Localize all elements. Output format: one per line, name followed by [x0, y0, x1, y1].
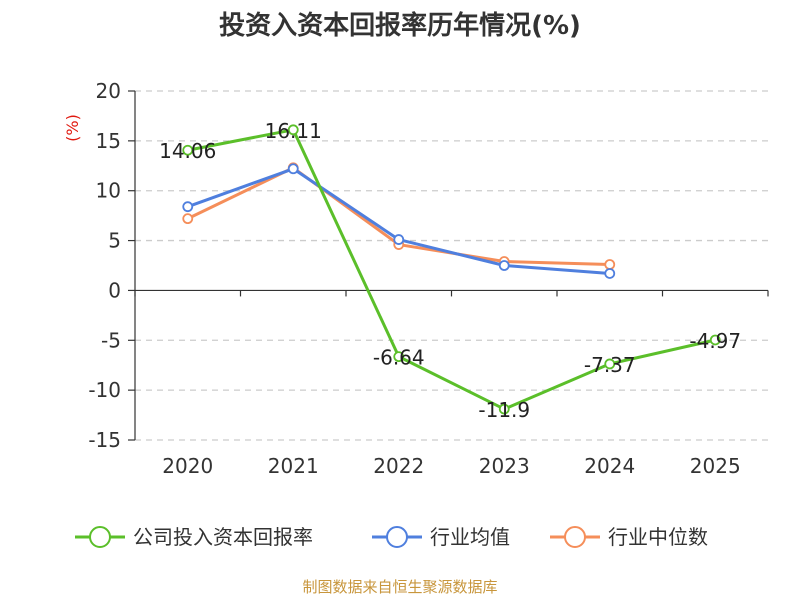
source-note: 制图数据来自恒生聚源数据库	[302, 578, 497, 596]
data-point	[604, 358, 616, 370]
data-point	[287, 124, 299, 136]
series-line-2	[187, 166, 610, 267]
y-tick-label: -10	[88, 378, 121, 402]
x-tick-label: 2024	[584, 454, 635, 478]
data-point	[604, 268, 616, 279]
data-point	[182, 201, 194, 213]
data-point	[709, 334, 721, 346]
y-axis-unit: (%)	[63, 114, 82, 142]
legend-item-0[interactable]: 公司投入资本回报率	[75, 525, 313, 549]
series-line-0	[187, 128, 716, 411]
data-point	[498, 260, 510, 271]
data-labels: 14.06 16.11 -6.64 -11.9 -7.37 -4.97	[159, 119, 741, 422]
y-tick-label: 15	[96, 129, 121, 153]
y-tick-label: 10	[96, 179, 121, 203]
data-point	[393, 351, 405, 363]
y-tick-label: -15	[88, 428, 121, 452]
legend-item-2[interactable]: 行业中位数	[550, 525, 708, 549]
x-tick-label: 2025	[690, 454, 741, 478]
data-point	[604, 259, 616, 270]
series-lines	[182, 124, 721, 415]
x-tick-label: 2022	[373, 454, 424, 478]
legend-label: 行业均值	[430, 525, 510, 549]
legend-label: 公司投入资本回报率	[133, 525, 313, 549]
x-tick-label: 2020	[162, 454, 213, 478]
data-point	[287, 163, 299, 175]
data-point	[498, 403, 510, 415]
y-tick-label: 5	[108, 229, 121, 253]
series-line-1	[187, 167, 610, 275]
legend-marker-icon	[386, 526, 408, 548]
legend-item-1[interactable]: 行业均值	[372, 525, 510, 549]
legend[interactable]: 公司投入资本回报率 行业均值 行业中位数	[75, 525, 708, 549]
legend-label: 行业中位数	[608, 525, 708, 549]
data-label: -4.97	[689, 329, 741, 353]
axes: 20 15 10 5 0 -5 -10 -15 2020 2021 2022 2023 2024 2025	[88, 79, 769, 478]
data-label: 16.11	[265, 119, 322, 143]
data-label: -6.64	[373, 346, 425, 370]
data-point	[182, 213, 194, 225]
chart-title: 投资入资本回报率历年情况(%)	[219, 10, 581, 41]
x-tick-label: 2021	[268, 454, 319, 478]
legend-marker-icon	[89, 526, 111, 548]
x-tick-label: 2023	[479, 454, 530, 478]
y-tick-label: 20	[96, 79, 121, 103]
data-label: -11.9	[478, 398, 530, 422]
data-point	[393, 234, 405, 245]
data-point	[182, 144, 194, 156]
legend-marker-icon	[564, 526, 586, 548]
y-tick-label: -5	[101, 328, 121, 352]
y-tick-label: 0	[108, 278, 121, 302]
data-label: -7.37	[584, 353, 636, 377]
data-label: 14.06	[159, 139, 216, 163]
